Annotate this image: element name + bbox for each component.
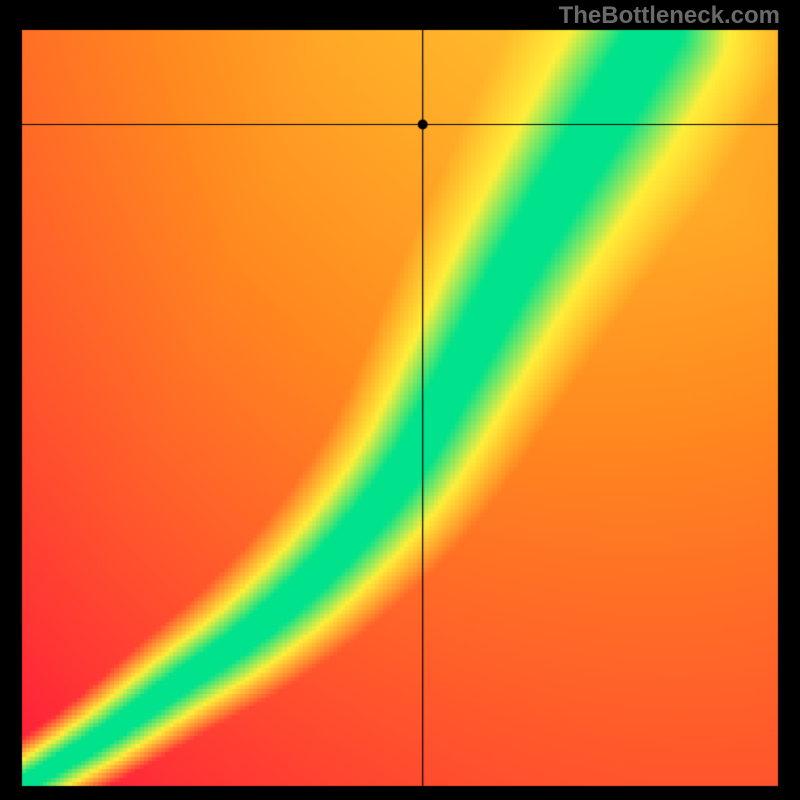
watermark-text: TheBottleneck.com [559, 2, 780, 30]
heatmap-canvas [0, 0, 800, 800]
